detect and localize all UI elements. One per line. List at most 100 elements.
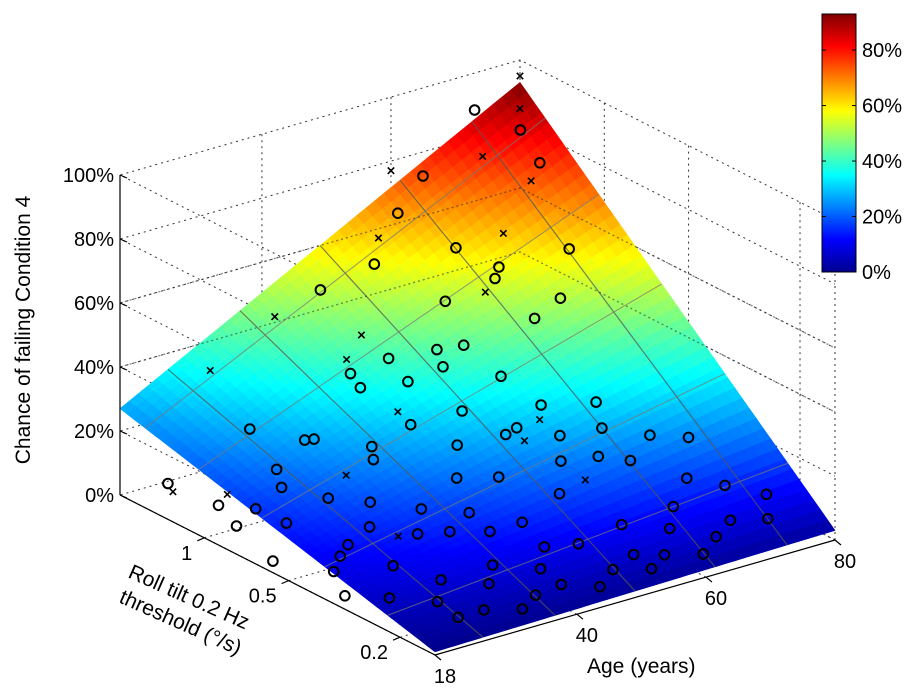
data-point-cross <box>516 72 524 80</box>
z-tick-label: 60% <box>74 293 114 315</box>
data-point-circle <box>452 611 464 624</box>
data-point-circle <box>528 312 541 325</box>
data-point-circle <box>354 381 367 394</box>
data-point-cross <box>394 408 402 416</box>
data-point-circle <box>417 170 429 182</box>
data-point-cross-stroke <box>527 177 535 185</box>
y-tick <box>197 537 205 542</box>
colorbar-tick-label: 60% <box>862 96 902 118</box>
data-point-circle <box>230 520 243 532</box>
data-point-circle <box>534 563 547 575</box>
x-tick-label: 18 <box>434 666 456 688</box>
data-point-circle <box>275 481 288 494</box>
x-tick-label: 60 <box>705 588 727 610</box>
data-point-cross-stroke <box>374 234 383 242</box>
data-point-circle <box>663 522 676 535</box>
data-point-circle <box>364 496 377 509</box>
x-tick <box>705 576 713 583</box>
mesh-line <box>167 368 484 638</box>
data-point-circle <box>327 565 340 578</box>
colorbar-tick-label: 80% <box>862 40 902 62</box>
data-point-circle <box>645 562 658 575</box>
data-point-cross <box>387 166 395 175</box>
data-point-cross-stroke <box>387 166 395 175</box>
surface-patch <box>427 643 445 653</box>
z-tick <box>119 302 128 307</box>
data-point-circle <box>457 339 470 352</box>
data-point-circle <box>387 560 399 572</box>
data-point-cross <box>374 234 383 242</box>
data-point-circle <box>596 422 608 434</box>
z-tick <box>119 174 128 179</box>
z-tick-label: 40% <box>74 357 114 379</box>
z-tick <box>119 494 128 499</box>
data-point-cross-stroke <box>499 229 508 238</box>
data-point-cross-stroke <box>516 72 524 80</box>
x-tick <box>576 613 584 620</box>
data-point-circle <box>590 396 602 408</box>
colorbar: 0% 20% 40% 60% 80% <box>821 13 902 284</box>
data-point-circle <box>483 577 495 590</box>
data-point-circle <box>495 370 507 383</box>
data-point-circle <box>439 295 452 308</box>
z-tick <box>119 430 128 435</box>
data-point-circle <box>514 124 527 136</box>
data-point-circle <box>719 479 731 492</box>
data-point-cross <box>223 490 232 499</box>
data-point-cross <box>581 476 590 484</box>
data-point-circle <box>456 405 468 417</box>
data-point-cross-stroke <box>270 312 279 321</box>
data-point-circle <box>484 525 496 538</box>
data-point-circle <box>681 472 693 485</box>
data-point-circle <box>592 450 605 463</box>
data-point-circle <box>489 272 501 285</box>
x-tick-label: 80 <box>834 551 856 573</box>
data-point-cross <box>535 415 544 424</box>
data-point-cross-stroke <box>478 152 487 161</box>
data-point-cross <box>481 288 490 296</box>
z-axis-label: Chance of failing Condition 4 <box>12 195 35 464</box>
data-point-cross <box>342 355 351 364</box>
data-point-circle <box>555 455 567 467</box>
data-point-circle <box>682 431 695 444</box>
data-point-circle <box>322 492 335 505</box>
data-point-cross <box>527 177 535 185</box>
data-point-circle <box>624 454 637 467</box>
data-point-circle <box>554 292 567 305</box>
data-point-circle <box>415 503 428 515</box>
data-point-cross-stroke <box>342 355 351 364</box>
data-point-circle <box>344 367 357 380</box>
data-point-cross-stroke <box>520 437 529 445</box>
data-point-circle <box>314 284 327 296</box>
x-tick-label: 40 <box>576 625 598 647</box>
data-point-circle <box>658 549 671 561</box>
data-point-circle <box>468 104 481 116</box>
level-line <box>119 251 836 413</box>
data-point-circle <box>510 422 523 434</box>
data-point-circle <box>249 503 262 515</box>
data-point-circle <box>451 439 464 451</box>
data-point-circle <box>404 418 417 431</box>
data-point-circle <box>431 343 443 356</box>
level-line <box>119 187 836 349</box>
surface <box>119 81 836 653</box>
data-point-circle <box>478 604 490 616</box>
data-point-circle <box>535 399 547 411</box>
colorbar-tick-label: 20% <box>862 207 902 229</box>
data-point-circle <box>431 595 444 608</box>
y-tick-label: 0.2 <box>360 642 388 664</box>
mesh-line <box>198 193 600 470</box>
data-point-circle <box>594 580 606 593</box>
data-point-cross-stroke <box>481 288 490 296</box>
z-tick <box>119 366 128 371</box>
data-point-circle <box>212 499 225 512</box>
data-point-cross-stroke <box>516 104 524 113</box>
data-point-circle <box>563 243 576 255</box>
mesh-line <box>144 117 546 429</box>
data-point-cross-stroke <box>394 408 402 416</box>
data-point-circle <box>486 559 499 571</box>
data-point-circle <box>450 472 463 484</box>
data-point-circle <box>270 463 283 476</box>
data-point-circle <box>534 157 546 169</box>
